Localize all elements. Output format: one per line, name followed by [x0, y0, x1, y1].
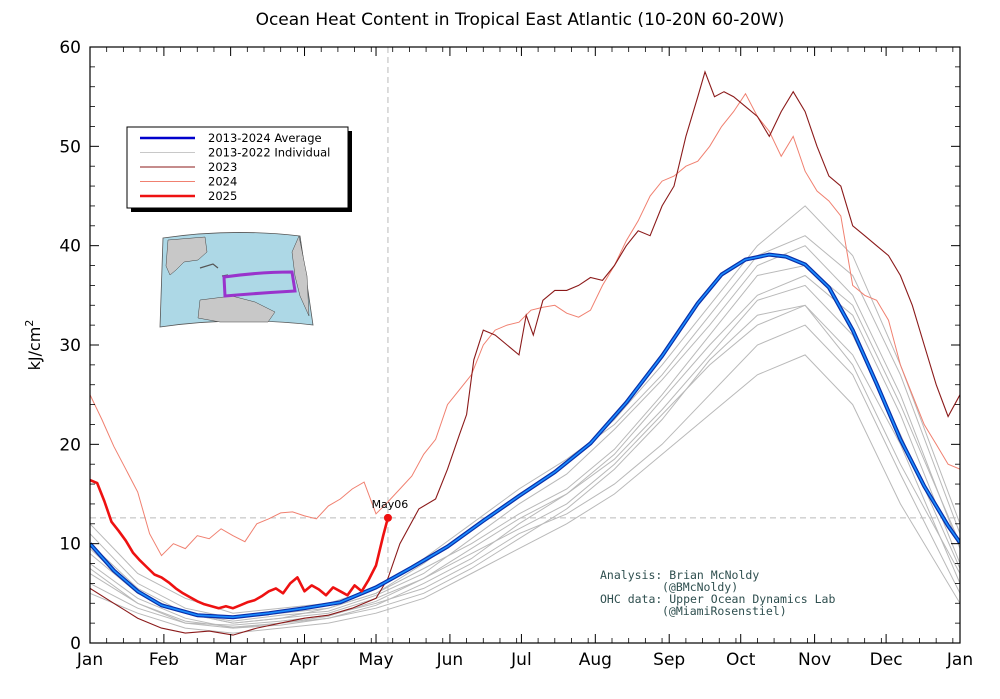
x-tick-label: Sep — [653, 650, 685, 670]
individual-year-line-8 — [90, 354, 960, 634]
x-tick-label: Aug — [579, 650, 612, 670]
x-tick-label: Jul — [510, 650, 532, 670]
legend-label: 2013-2024 Average — [208, 131, 322, 145]
credit-analysis-handle: (@BMcNoldy) — [662, 580, 738, 594]
credit-data-handle: (@MiamiRosenstiel) — [662, 604, 787, 618]
x-tick-label: Jan — [76, 650, 103, 670]
map-region-box — [222, 270, 297, 298]
map-land-africa — [291, 235, 310, 317]
y-tick-label: 60 — [59, 38, 81, 58]
individual-year-line-10 — [90, 284, 960, 628]
chart-title: Ocean Heat Content in Tropical East Atla… — [256, 10, 785, 30]
x-tick-label: Apr — [290, 650, 319, 670]
y-tick-label: 30 — [59, 336, 81, 356]
map-land-north-america — [165, 236, 208, 276]
latest-point-label: May06 — [372, 498, 409, 511]
x-tick-label: Dec — [870, 650, 903, 670]
legend-label: 2025 — [208, 189, 237, 203]
y-tick-label: 40 — [59, 237, 81, 257]
series-layer: May06 — [90, 47, 960, 643]
y-axis-label: kJ/cm2 — [23, 320, 44, 371]
y-axis-label-sup: 2 — [23, 320, 36, 327]
y-tick-label: 0 — [70, 634, 81, 654]
y-tick-label: 50 — [59, 137, 81, 157]
x-tick-label: Oct — [726, 650, 756, 670]
individual-year-line-4 — [90, 324, 960, 626]
map-inset — [159, 232, 314, 328]
x-tick-label: Jan — [946, 650, 973, 670]
legend-label: 2024 — [208, 175, 237, 189]
credit-analysis: Analysis: Brian McNoldy — [600, 568, 759, 582]
individual-year-line-1 — [90, 304, 960, 624]
individual-year-line-2 — [90, 304, 960, 629]
x-tick-label: May — [358, 650, 393, 670]
x-tick-label: Feb — [149, 650, 179, 670]
series-2025-line — [90, 478, 390, 610]
y-tick-label: 10 — [59, 535, 81, 555]
y-tick-label: 20 — [59, 435, 81, 455]
legend-label: 2013-2022 Individual — [208, 146, 330, 160]
series-2024-line — [90, 92, 960, 557]
series-2023-line — [90, 70, 960, 636]
credits: Analysis: Brian McNoldy (@BMcNoldy) OHC … — [600, 568, 835, 618]
individual-year-line-5 — [90, 235, 960, 614]
x-tick-label: Mar — [215, 650, 247, 670]
x-tick-label: Jun — [436, 650, 464, 670]
individual-year-line-7 — [90, 245, 960, 622]
credit-data: OHC data: Upper Ocean Dynamics Lab — [600, 592, 835, 606]
individual-year-line-6 — [90, 274, 960, 629]
y-axis-label-main: kJ/cm — [25, 327, 44, 371]
x-tick-label: Nov — [798, 650, 831, 670]
latest-point — [383, 513, 392, 522]
series-average-line — [90, 253, 960, 618]
map-land-south-america — [197, 295, 276, 323]
legend-label: 2023 — [208, 160, 237, 174]
